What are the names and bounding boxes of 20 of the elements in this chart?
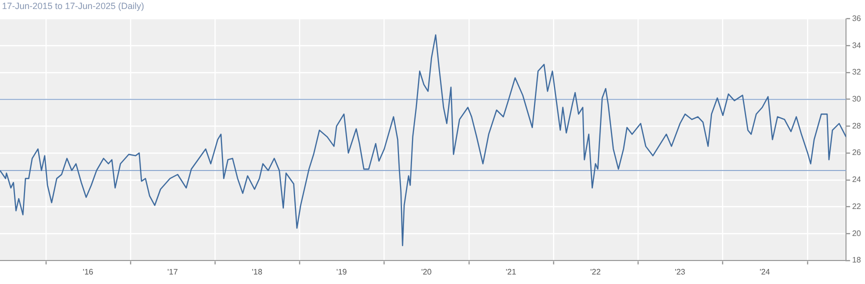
y-tick-label: 36: [852, 14, 862, 24]
y-tick-label: 30: [852, 94, 862, 104]
y-tick-label: 20: [852, 228, 862, 238]
x-tick-label: '20: [421, 267, 432, 276]
x-tick-label: '24: [760, 267, 771, 276]
x-tick-label: '19: [336, 267, 348, 276]
y-tick-label: 18: [852, 256, 862, 265]
y-tick-label: 22: [852, 202, 862, 211]
x-tick-label: '21: [506, 267, 517, 276]
y-tick-label: 24: [852, 175, 862, 184]
y-tick-label: 26: [852, 148, 862, 158]
x-tick-label: '16: [82, 267, 94, 276]
y-tick-label: 28: [852, 121, 862, 130]
y-tick-label: 34: [852, 40, 862, 50]
x-tick-label: '23: [674, 267, 686, 276]
y-tick-label: 32: [852, 68, 862, 77]
chart-subtitle: 17-Jun-2015 to 17-Jun-2025 (Daily): [1, 0, 146, 12]
x-tick-label: '17: [167, 267, 178, 276]
x-tick-label: '22: [590, 267, 602, 276]
x-tick-label: '18: [252, 267, 263, 276]
